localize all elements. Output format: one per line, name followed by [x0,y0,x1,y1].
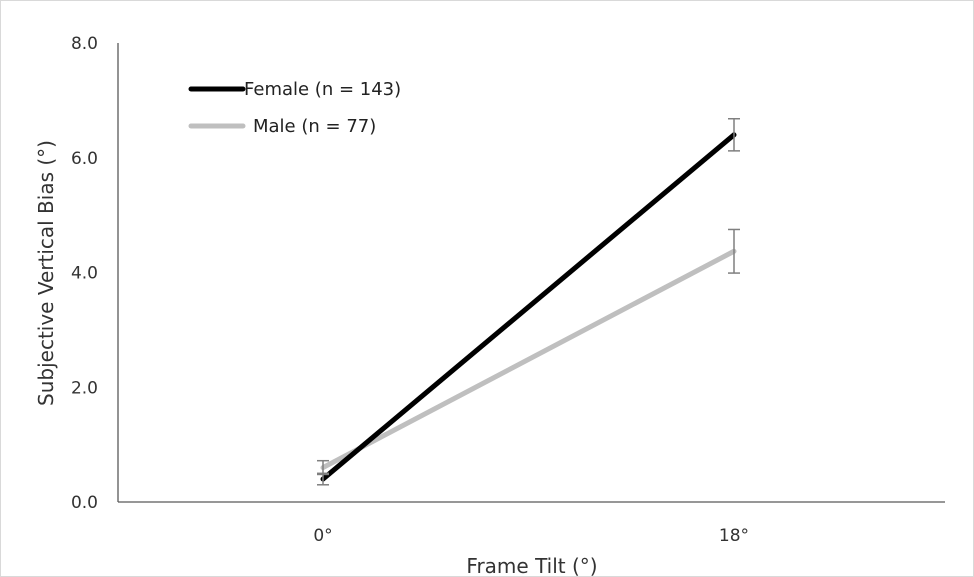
y-tick-label: 6.0 [71,149,98,169]
error-bars [317,117,740,486]
legend-label: Male (n = 77) [253,116,376,137]
legend-label: Female (n = 143) [244,79,401,100]
series-line-female [320,132,737,482]
legend-item-male: Male (n = 77) [188,116,376,137]
y-tick-labels: 0.0 2.0 4.0 6.0 8.0 [71,34,98,513]
y-axis-title: Subjective Vertical Bias (°) [34,140,58,406]
series-line-male [320,248,737,471]
y-tick-label: 4.0 [71,264,98,284]
error-bar-male [317,459,329,476]
x-tick-label: 0° [313,526,332,546]
x-axis-title: Frame Tilt (°) [466,554,597,576]
x-tick-labels: 0° 18° [313,526,749,546]
y-tick-label: 0.0 [71,493,98,513]
x-tick-label: 18° [719,526,749,546]
legend: Female (n = 143) Male (n = 77) [188,79,401,137]
y-tick-label: 2.0 [71,378,98,398]
y-tick-label: 8.0 [71,34,98,54]
legend-item-female: Female (n = 143) [188,79,401,100]
series-lines [320,132,737,482]
error-bar-female [728,117,740,152]
error-bar-male [728,228,740,274]
